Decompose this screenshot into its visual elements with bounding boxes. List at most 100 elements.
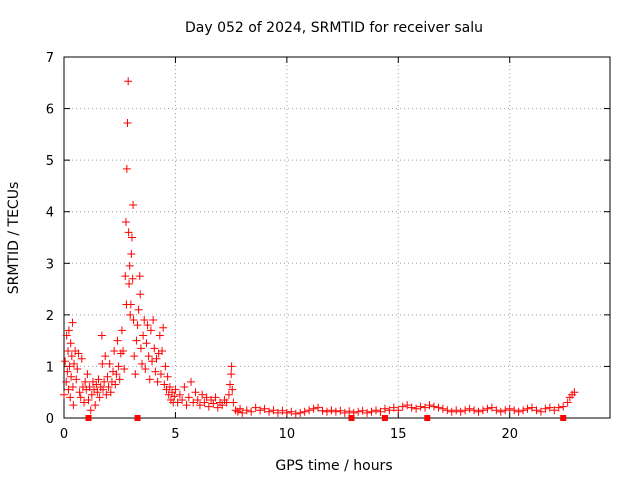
data-point xyxy=(532,406,541,415)
data-point xyxy=(127,250,136,259)
data-point xyxy=(63,367,72,376)
data-point xyxy=(62,377,71,386)
data-point xyxy=(104,383,113,392)
data-point xyxy=(501,406,510,415)
y-tick-label: 6 xyxy=(46,103,54,118)
data-point xyxy=(200,398,209,407)
data-point xyxy=(75,388,84,397)
data-point xyxy=(300,407,309,416)
data-point xyxy=(85,383,94,392)
data-point xyxy=(127,233,136,242)
data-point xyxy=(554,403,563,412)
data-point xyxy=(211,393,220,402)
y-tick-label: 3 xyxy=(46,257,54,272)
data-point xyxy=(478,406,487,415)
plot-frame xyxy=(63,56,611,419)
data-point xyxy=(204,402,213,411)
data-point xyxy=(367,407,376,416)
data-point xyxy=(403,401,412,410)
data-point xyxy=(282,408,291,417)
data-point xyxy=(345,407,354,416)
data-point xyxy=(470,406,479,415)
data-point xyxy=(191,388,200,397)
data-point xyxy=(130,352,139,361)
data-point xyxy=(421,403,430,412)
data-point xyxy=(62,331,71,340)
data-point xyxy=(143,321,152,330)
data-point xyxy=(385,406,394,415)
y-tick-label: 0 xyxy=(46,412,54,427)
x-tick-label: 5 xyxy=(171,427,179,442)
data-point xyxy=(456,407,465,416)
data-point xyxy=(487,403,496,412)
x-tick-label: 20 xyxy=(501,427,518,442)
data-point xyxy=(64,385,73,394)
data-point xyxy=(132,336,141,345)
data-point xyxy=(429,402,438,411)
data-point xyxy=(438,404,447,413)
chart-title: Day 052 of 2024, SRMTID for receiver sal… xyxy=(185,20,483,36)
data-point xyxy=(93,388,102,397)
data-point xyxy=(103,372,112,381)
data-point xyxy=(121,218,130,227)
data-point xyxy=(224,390,233,399)
data-point xyxy=(227,362,236,371)
data-point xyxy=(98,359,107,368)
data-point xyxy=(218,401,227,410)
data-point xyxy=(70,359,79,368)
data-point xyxy=(189,398,198,407)
data-point xyxy=(83,370,92,379)
data-point xyxy=(67,372,76,381)
x-tick-label: 10 xyxy=(279,427,296,442)
data-point xyxy=(228,385,237,394)
x-axis-label: GPS time / hours xyxy=(275,458,392,474)
data-point xyxy=(124,228,133,237)
data-point xyxy=(102,390,111,399)
data-point xyxy=(523,404,532,413)
data-point xyxy=(129,201,138,210)
data-point xyxy=(412,404,421,413)
data-point xyxy=(117,326,126,335)
data-point xyxy=(305,406,314,415)
data-point xyxy=(87,390,96,399)
data-point-floor xyxy=(134,415,141,421)
x-tick-label: 15 xyxy=(390,427,407,442)
data-point xyxy=(136,290,145,299)
data-point xyxy=(287,407,296,416)
data-point xyxy=(314,403,323,412)
data-point xyxy=(125,261,134,270)
data-point xyxy=(363,408,372,417)
data-point xyxy=(66,339,75,348)
data-point xyxy=(119,346,128,355)
grid xyxy=(64,57,610,418)
data-point xyxy=(492,406,501,415)
data-point xyxy=(121,272,130,281)
data-point xyxy=(144,352,153,361)
data-point xyxy=(120,365,129,374)
data-point xyxy=(213,403,222,412)
data-point-floor xyxy=(560,415,567,421)
data-point xyxy=(131,370,140,379)
data-point xyxy=(158,346,167,355)
data-point xyxy=(545,403,554,412)
data-point xyxy=(148,357,157,366)
y-tick-label: 4 xyxy=(46,206,54,221)
data-point xyxy=(106,388,115,397)
data-point xyxy=(398,402,407,411)
data-point xyxy=(260,404,269,413)
data-point xyxy=(242,406,251,415)
data-point xyxy=(184,393,193,402)
data-point xyxy=(510,406,519,415)
data-point xyxy=(122,164,131,173)
data-point-floor xyxy=(381,415,388,421)
data-point xyxy=(140,316,149,325)
data-point xyxy=(541,404,550,413)
y-tick-label: 5 xyxy=(46,154,54,169)
data-point xyxy=(336,406,345,415)
data-point xyxy=(376,407,385,416)
data-point xyxy=(68,383,77,392)
data-point xyxy=(193,395,202,404)
data-point xyxy=(222,398,231,407)
data-point xyxy=(86,406,95,415)
data-point xyxy=(322,407,331,416)
